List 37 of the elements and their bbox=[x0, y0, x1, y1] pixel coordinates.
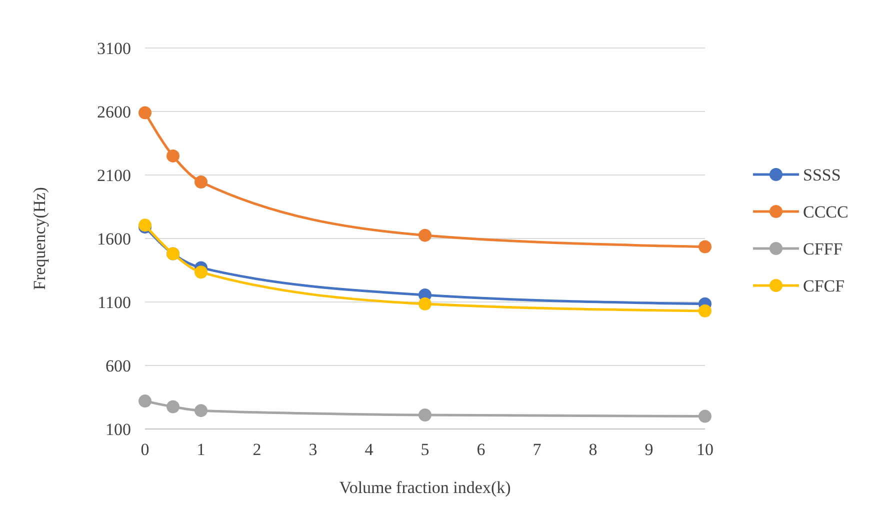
legend-label: CFFF bbox=[803, 239, 843, 258]
point bbox=[194, 404, 208, 418]
point bbox=[418, 408, 432, 422]
point bbox=[698, 410, 712, 423]
legend-label: CCCC bbox=[803, 202, 848, 222]
x-tick-label: 9 bbox=[644, 440, 654, 459]
point bbox=[418, 297, 432, 310]
point bbox=[166, 149, 180, 162]
point bbox=[418, 228, 432, 242]
y-tick-label: 100 bbox=[106, 420, 131, 439]
point bbox=[698, 304, 712, 318]
x-tick-label: 2 bbox=[252, 440, 262, 459]
x-tick-label: 6 bbox=[476, 440, 486, 459]
y-tick-label: 600 bbox=[106, 356, 131, 376]
x-tick-label: 10 bbox=[696, 440, 714, 459]
point bbox=[166, 400, 180, 414]
point bbox=[138, 394, 152, 408]
x-tick-label: 5 bbox=[420, 440, 430, 459]
x-tick-label: 3 bbox=[308, 440, 318, 459]
x-tick-label: 1 bbox=[196, 440, 206, 459]
y-axis-title: Frequency(Hz) bbox=[30, 187, 49, 290]
point bbox=[194, 266, 208, 279]
legend-label: CFCF bbox=[803, 276, 845, 296]
y-tick-label: 2100 bbox=[97, 166, 131, 185]
legend-label: SSSS bbox=[803, 165, 841, 184]
x-tick-label: 0 bbox=[140, 440, 150, 459]
x-axis-title: Volume fraction index(k) bbox=[339, 478, 511, 497]
point bbox=[138, 106, 152, 120]
x-tick-label: 7 bbox=[532, 440, 542, 459]
y-tick-label: 1600 bbox=[97, 229, 131, 248]
y-tick-label: 1100 bbox=[98, 292, 131, 312]
point bbox=[194, 175, 208, 188]
x-tick-label: 8 bbox=[588, 440, 598, 459]
y-tick-label: 2600 bbox=[97, 102, 131, 122]
x-tick-label: 4 bbox=[364, 440, 374, 459]
y-tick-label: 3100 bbox=[97, 38, 131, 58]
point bbox=[698, 240, 712, 254]
